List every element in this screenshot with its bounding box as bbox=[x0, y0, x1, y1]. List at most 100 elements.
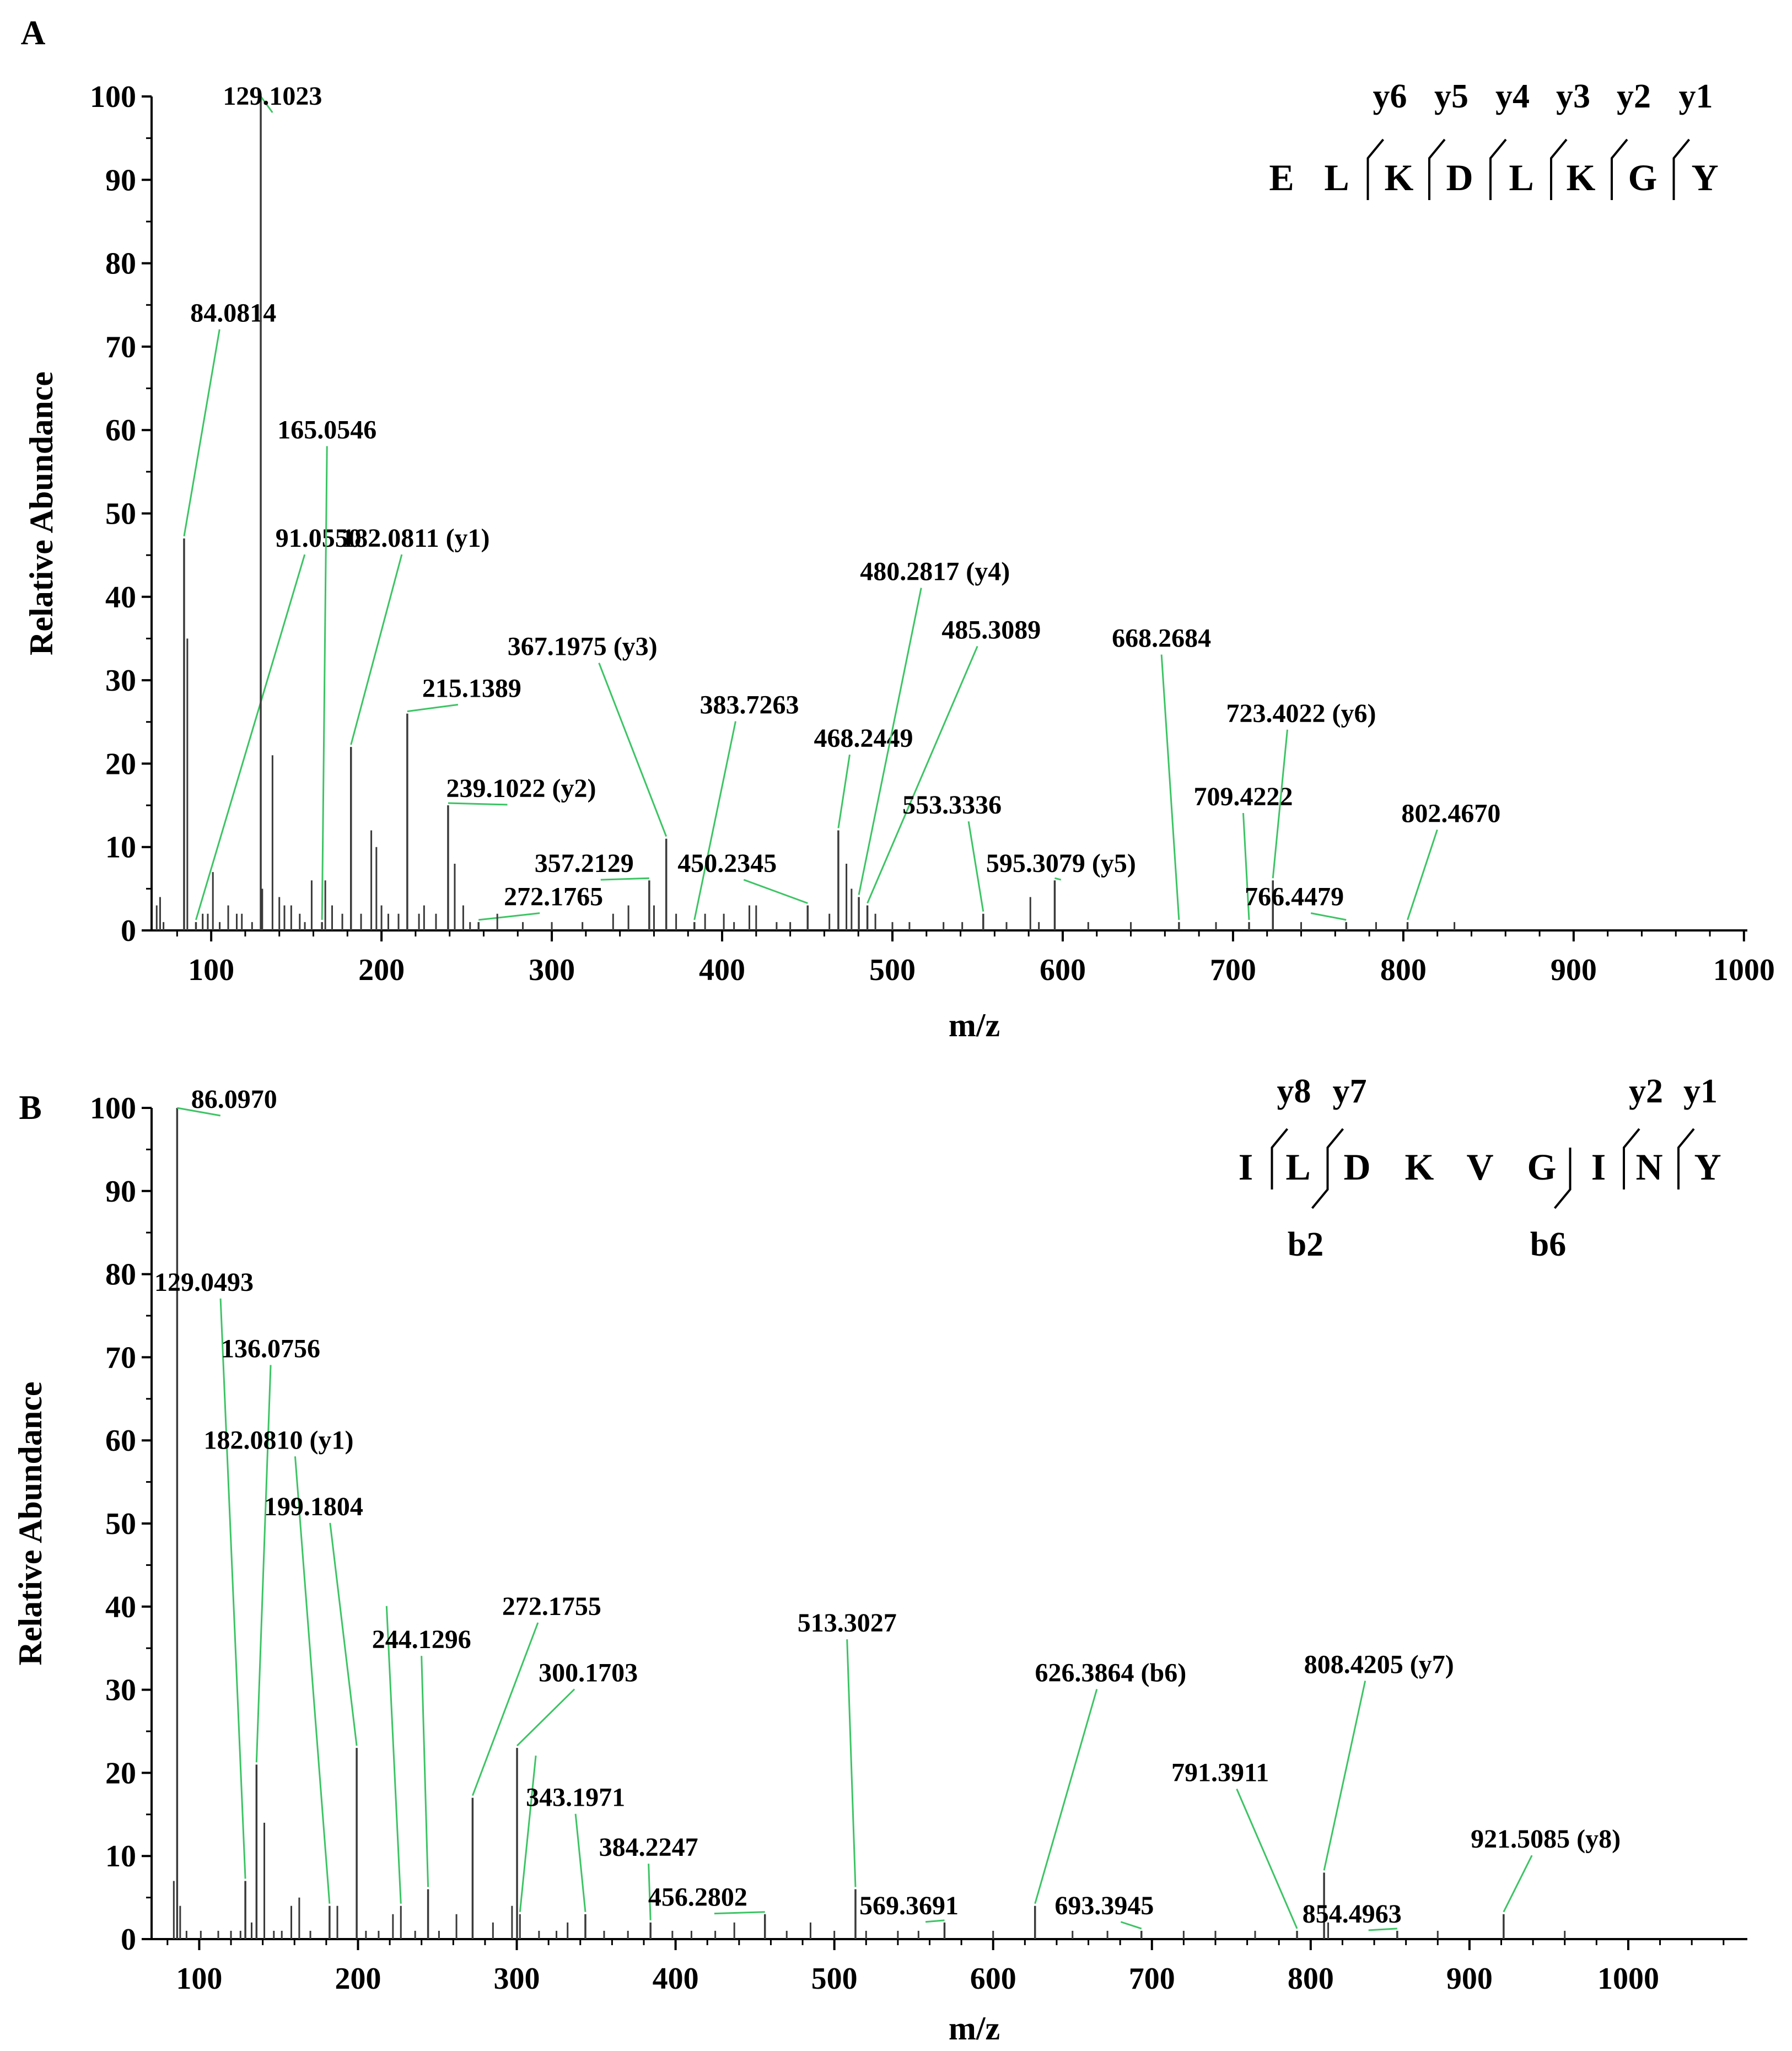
peak-label: 136.0756 bbox=[221, 1334, 320, 1363]
peak-label: 239.1022 (y2) bbox=[446, 774, 596, 803]
peak-leader-line bbox=[1242, 812, 1250, 920]
peak-leader-line bbox=[385, 1606, 402, 1904]
peak-leader-line bbox=[574, 1813, 586, 1912]
peak-label: 272.1765 bbox=[504, 882, 603, 912]
fragment-marker-y8 bbox=[1271, 1128, 1289, 1189]
peak-leader-line bbox=[471, 1622, 539, 1796]
peak-leader-line bbox=[1120, 1921, 1142, 1930]
peak-leader-line bbox=[598, 663, 668, 837]
peak-label: 921.5085 (y8) bbox=[1471, 1824, 1621, 1854]
fragment-label: y4 bbox=[1495, 78, 1530, 115]
y-tick-label: 20 bbox=[105, 1756, 136, 1790]
x-axis-title: m/z bbox=[949, 1007, 1000, 1043]
y-axis-title: Relative Abundance bbox=[12, 1381, 49, 1665]
y-tick-label: 30 bbox=[105, 664, 136, 698]
y-tick-label: 40 bbox=[105, 1590, 136, 1624]
y-tick-label: 0 bbox=[121, 914, 136, 948]
peak-leader-line bbox=[1368, 1928, 1397, 1931]
peak-label: 802.4670 bbox=[1401, 799, 1500, 828]
peak-leader-line bbox=[183, 329, 220, 537]
x-tick-label: 500 bbox=[811, 1962, 858, 1996]
sequence-residue: I bbox=[1591, 1146, 1606, 1188]
y-tick-label: 80 bbox=[105, 247, 136, 281]
sequence-residue: Y bbox=[1691, 157, 1718, 198]
y-tick-label: 10 bbox=[105, 1839, 136, 1874]
y-tick-label: 20 bbox=[105, 747, 136, 781]
x-tick-label: 300 bbox=[529, 953, 575, 987]
peak-label: 553.3336 bbox=[902, 790, 1002, 820]
peak-leader-line bbox=[867, 645, 978, 904]
fragment-marker-y5 bbox=[1428, 138, 1446, 200]
fragment-label: y2 bbox=[1617, 78, 1651, 115]
fragment-marker-b6 bbox=[1553, 1148, 1572, 1209]
peak-leader-line bbox=[195, 554, 306, 920]
y-tick-label: 60 bbox=[105, 413, 136, 448]
peak-leader-line bbox=[321, 446, 328, 920]
x-tick-label: 300 bbox=[494, 1962, 540, 1996]
peak-label: 343.1971 bbox=[526, 1783, 625, 1812]
peak-label: 91.0550 bbox=[276, 524, 362, 553]
peak-leader-line bbox=[421, 1656, 429, 1887]
peak-leader-line bbox=[858, 588, 922, 895]
sequence-residue: I bbox=[1239, 1146, 1253, 1188]
fragment-marker-y4 bbox=[1489, 138, 1507, 200]
x-tick-label: 400 bbox=[699, 953, 745, 987]
peak-label: 450.2345 bbox=[677, 849, 777, 878]
peak-label: 468.2449 bbox=[814, 724, 913, 753]
peak-leader-line bbox=[1160, 654, 1180, 920]
fragment-marker-y2 bbox=[1623, 1128, 1640, 1189]
sequence-residue: K bbox=[1385, 157, 1414, 198]
y-tick-label: 30 bbox=[105, 1673, 136, 1708]
y-tick-label: 0 bbox=[121, 1923, 136, 1957]
x-tick-label: 100 bbox=[188, 953, 234, 987]
panel-label: A bbox=[21, 14, 46, 52]
peak-leader-line bbox=[1503, 1855, 1533, 1913]
fragment-label: y5 bbox=[1434, 78, 1468, 115]
peak-leader-line bbox=[648, 1864, 652, 1920]
peak-leader-line bbox=[693, 721, 736, 920]
peak-leader-line bbox=[478, 912, 540, 921]
peak-label: 199.1804 bbox=[264, 1492, 363, 1521]
peak-leader-line bbox=[837, 754, 851, 828]
peak-label: 165.0546 bbox=[277, 415, 376, 444]
peak-label: 808.4205 (y7) bbox=[1304, 1650, 1454, 1679]
y-tick-label: 40 bbox=[105, 580, 136, 615]
x-tick-label: 400 bbox=[653, 1962, 699, 1996]
peak-label: 182.0811 (y1) bbox=[341, 524, 489, 553]
x-tick-label: 600 bbox=[1040, 953, 1086, 987]
fragment-label: y1 bbox=[1679, 78, 1713, 115]
x-tick-label: 100 bbox=[176, 1962, 222, 1996]
fragment-label: y6 bbox=[1373, 78, 1407, 115]
peak-leader-line bbox=[350, 554, 403, 745]
peak-label: 129.0493 bbox=[154, 1268, 254, 1297]
sequence-residue: K bbox=[1405, 1146, 1434, 1188]
peak-label: 854.4963 bbox=[1303, 1899, 1402, 1929]
peak-leader-line bbox=[255, 1365, 272, 1763]
peak-leader-line bbox=[1236, 1788, 1298, 1929]
sequence-residue: K bbox=[1567, 157, 1596, 198]
peak-label: 485.3089 bbox=[941, 615, 1041, 644]
peak-leader-line bbox=[967, 821, 984, 912]
x-tick-label: 200 bbox=[335, 1962, 381, 1996]
x-tick-label: 800 bbox=[1288, 1962, 1334, 1996]
fragment-label: y1 bbox=[1683, 1073, 1718, 1110]
peak-leader-line bbox=[600, 877, 649, 881]
sequence-residue: L bbox=[1285, 1146, 1310, 1188]
peak-label: 709.4222 bbox=[1193, 782, 1293, 811]
sequence-residue: L bbox=[1324, 157, 1349, 198]
peak-leader-line bbox=[516, 1688, 575, 1747]
peak-label: 569.3691 bbox=[859, 1891, 959, 1920]
x-tick-label: 700 bbox=[1129, 1962, 1175, 1996]
fragment-label: b6 bbox=[1530, 1226, 1566, 1263]
y-tick-label: 100 bbox=[90, 80, 136, 114]
y-tick-label: 90 bbox=[105, 1175, 136, 1209]
fragment-marker-y1 bbox=[1672, 138, 1691, 200]
x-tick-label: 1000 bbox=[1597, 1962, 1659, 1996]
peak-leader-line bbox=[329, 1522, 358, 1746]
peak-leader-line bbox=[714, 1911, 765, 1915]
peak-leader-line bbox=[448, 802, 508, 806]
peak-label: 791.3911 bbox=[1171, 1758, 1269, 1787]
y-tick-label: 50 bbox=[105, 497, 136, 531]
sequence-residue: G bbox=[1628, 157, 1658, 198]
